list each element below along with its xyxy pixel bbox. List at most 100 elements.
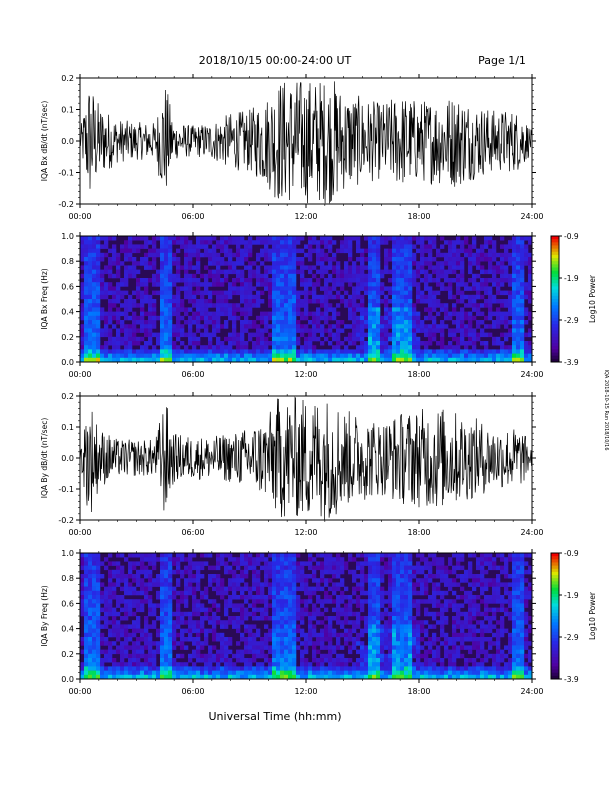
spectrogram-cell bbox=[164, 278, 169, 283]
spectrogram-cell bbox=[272, 624, 277, 629]
spectrogram-cell bbox=[120, 290, 125, 296]
spectrogram-cell bbox=[356, 666, 361, 671]
spectrogram-cell bbox=[212, 273, 217, 279]
spectrogram-cell bbox=[400, 599, 405, 604]
spectrogram-cell bbox=[96, 641, 101, 646]
spectrogram-cell bbox=[160, 336, 165, 342]
spectrogram-cell bbox=[180, 653, 185, 659]
spectrogram-cell bbox=[380, 290, 385, 296]
spectrogram-cell bbox=[440, 286, 445, 291]
spectrogram-cell bbox=[112, 286, 117, 291]
spectrogram-cell bbox=[168, 557, 173, 562]
spectrogram-cell bbox=[212, 645, 217, 650]
spectrogram-cell bbox=[416, 290, 421, 296]
spectrogram-cell bbox=[428, 324, 433, 329]
spectrogram-cell bbox=[188, 244, 193, 249]
spectrogram-cell bbox=[180, 569, 185, 575]
spectrogram-cell bbox=[248, 666, 253, 671]
spectrogram-cell bbox=[84, 320, 89, 325]
spectrogram-cell bbox=[252, 273, 257, 279]
spectrogram-cell bbox=[244, 557, 249, 562]
spectrogram-cell bbox=[400, 662, 405, 667]
spectrogram-cell bbox=[152, 236, 157, 241]
spectrogram-cell bbox=[124, 252, 129, 258]
spectrogram-cell bbox=[80, 311, 85, 317]
spectrogram-cell bbox=[112, 649, 117, 655]
spectrogram-cell bbox=[200, 553, 205, 558]
spectrogram-cell bbox=[384, 641, 389, 646]
spectrogram-cell bbox=[368, 273, 373, 279]
spectrogram-cell bbox=[232, 662, 237, 667]
spectrogram-cell bbox=[312, 653, 317, 659]
spectrogram-cell bbox=[136, 561, 141, 566]
spectrogram-cell bbox=[516, 261, 521, 266]
spectrogram-cell bbox=[212, 670, 217, 676]
spectrogram-cell bbox=[304, 328, 309, 333]
spectrogram-cell bbox=[292, 299, 297, 304]
spectrogram-cell bbox=[444, 357, 449, 363]
spectrogram-cell bbox=[524, 236, 529, 241]
spectrogram-cell bbox=[272, 645, 277, 650]
spectrogram-cell bbox=[280, 620, 285, 625]
spectrogram-cell bbox=[368, 666, 373, 671]
spectrogram-cell bbox=[488, 286, 493, 291]
spectrogram-cell bbox=[324, 315, 329, 321]
spectrogram-cell bbox=[112, 357, 117, 363]
spectrogram-cell bbox=[520, 269, 525, 275]
spectrogram-cell bbox=[328, 290, 333, 296]
spectrogram-cell bbox=[220, 624, 225, 629]
spectrogram-cell bbox=[92, 557, 97, 562]
spectrogram-cell bbox=[356, 307, 361, 312]
spectrogram-cell bbox=[272, 637, 277, 642]
spectrogram-cell bbox=[136, 599, 141, 604]
spectrogram-cell bbox=[148, 294, 153, 300]
spectrogram-cell bbox=[488, 332, 493, 338]
spectrogram-cell bbox=[364, 341, 369, 346]
spectrogram-cell bbox=[352, 674, 357, 680]
spectrogram-cell bbox=[188, 557, 193, 562]
spectrogram-cell bbox=[364, 590, 369, 596]
spectrogram-cell bbox=[272, 345, 277, 350]
spectrogram-cell bbox=[380, 616, 385, 621]
spectrogram-cell bbox=[176, 624, 181, 629]
spectrogram-cell bbox=[272, 244, 277, 249]
spectrogram-cell bbox=[488, 303, 493, 308]
spectrogram-cell bbox=[376, 336, 381, 342]
spectrogram-cell bbox=[164, 240, 169, 245]
spectrogram-cell bbox=[472, 357, 477, 363]
spectrogram-cell bbox=[116, 574, 121, 579]
spectrogram-cell bbox=[320, 252, 325, 258]
spectrogram-cell bbox=[392, 328, 397, 333]
spectrogram-cell bbox=[264, 349, 269, 354]
spectrogram-cell bbox=[276, 290, 281, 296]
spectrogram-cell bbox=[512, 357, 517, 363]
spectrogram-cell bbox=[152, 357, 157, 363]
spectrogram-cell bbox=[172, 645, 177, 650]
spectrogram-cell bbox=[388, 307, 393, 312]
colorbar-band bbox=[551, 292, 559, 297]
spectrogram-cell bbox=[192, 273, 197, 279]
spectrogram-cell bbox=[204, 320, 209, 325]
spectrogram-cell bbox=[164, 611, 169, 617]
spectrogram-cell bbox=[228, 620, 233, 625]
spectrogram-cell bbox=[448, 278, 453, 283]
spectrogram-cell bbox=[212, 616, 217, 621]
spectrogram-cell bbox=[304, 607, 309, 613]
spectrogram-cell bbox=[80, 294, 85, 300]
spectrogram-cell bbox=[240, 557, 245, 562]
spectrogram-cell bbox=[268, 561, 273, 566]
spectrogram-cell bbox=[280, 628, 285, 634]
spectrogram-cell bbox=[392, 257, 397, 262]
spectrogram-cell bbox=[384, 653, 389, 659]
spectrogram-cell bbox=[316, 328, 321, 333]
spectrogram-cell bbox=[304, 603, 309, 608]
spectrogram-cell bbox=[92, 586, 97, 592]
spectrogram-cell bbox=[204, 607, 209, 613]
spectrogram-cell bbox=[300, 357, 305, 363]
spectrogram-cell bbox=[332, 590, 337, 596]
spectrogram-cell bbox=[324, 236, 329, 241]
spectrogram-cell bbox=[88, 299, 93, 304]
spectrogram-cell bbox=[224, 336, 229, 342]
spectrogram-cell bbox=[292, 252, 297, 258]
spectrogram-cell bbox=[88, 628, 93, 634]
